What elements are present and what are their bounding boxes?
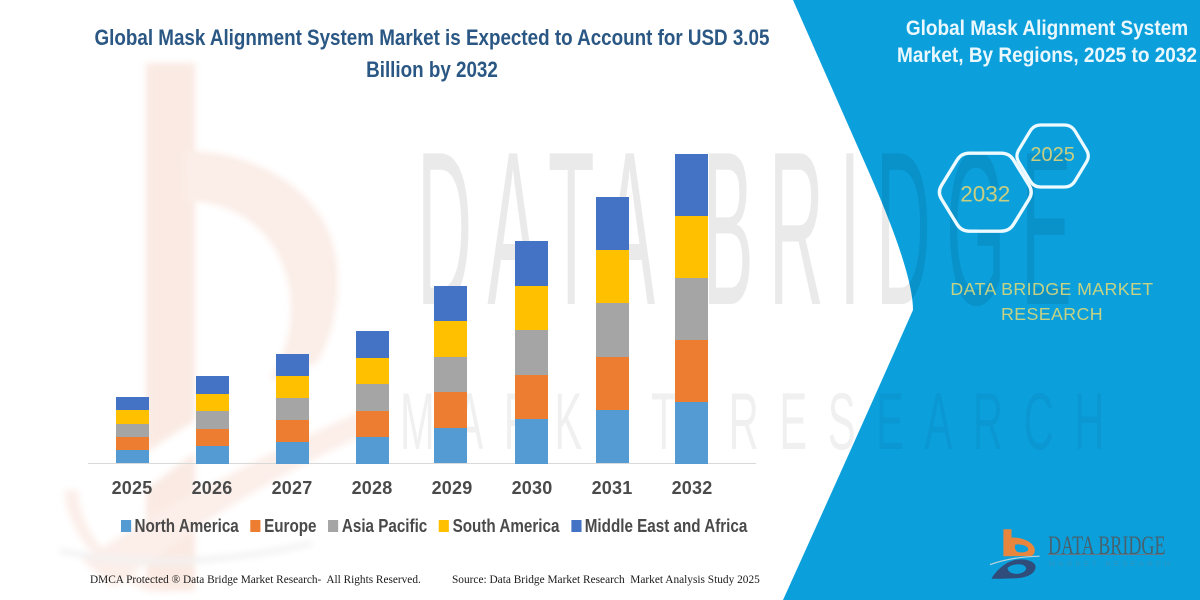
svg-text:2032: 2032 bbox=[960, 182, 1010, 207]
svg-text:2025: 2025 bbox=[1030, 144, 1075, 166]
